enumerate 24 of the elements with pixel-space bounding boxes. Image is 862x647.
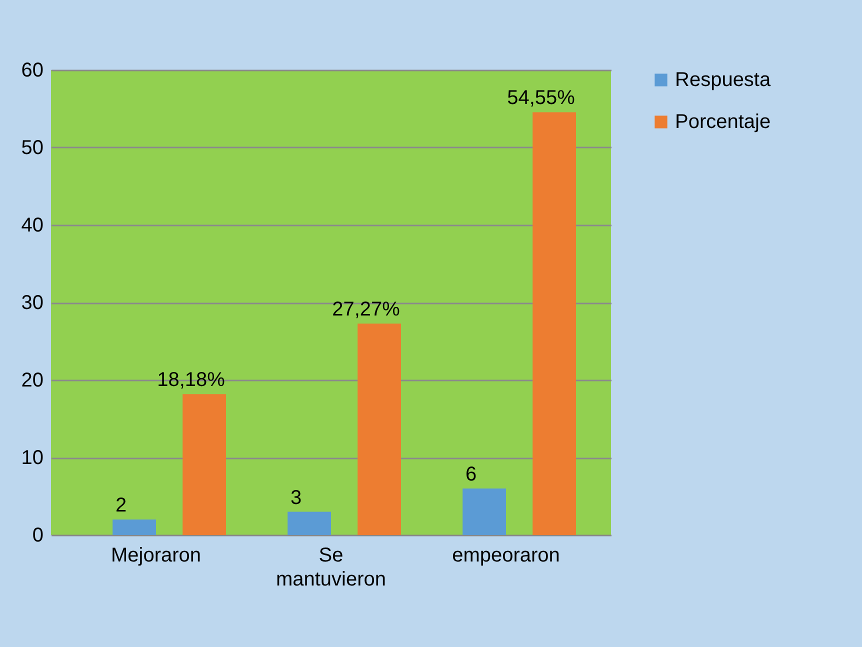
x-tick-label: empeoraron	[452, 544, 560, 566]
data-label: 2	[115, 494, 127, 516]
y-tick-label: 0	[32, 524, 44, 546]
data-label: 27,27%	[332, 298, 400, 321]
x-tick-label: Se mantuvieron	[276, 544, 386, 590]
data-label: 3	[290, 486, 302, 509]
y-tick-label: 20	[21, 370, 44, 392]
bar	[288, 512, 331, 535]
legend-label: Porcentaje	[675, 111, 771, 133]
data-label: 54,55%	[507, 87, 576, 110]
data-label: 18,18%	[157, 369, 226, 392]
y-tick-label: 30	[21, 292, 44, 314]
bar	[462, 488, 506, 535]
y-tick-label: 10	[21, 447, 44, 469]
bar	[182, 394, 226, 535]
legend-label: Respuesta	[675, 69, 772, 91]
bar	[532, 112, 576, 535]
y-tick-label: 50	[21, 137, 44, 159]
x-tick-label: Mejoraron	[110, 544, 202, 566]
bar	[358, 324, 401, 535]
data-label: 6	[465, 464, 477, 486]
y-tick-label: 40	[21, 214, 44, 236]
y-tick-label: 60	[21, 60, 44, 82]
bar	[112, 520, 156, 535]
